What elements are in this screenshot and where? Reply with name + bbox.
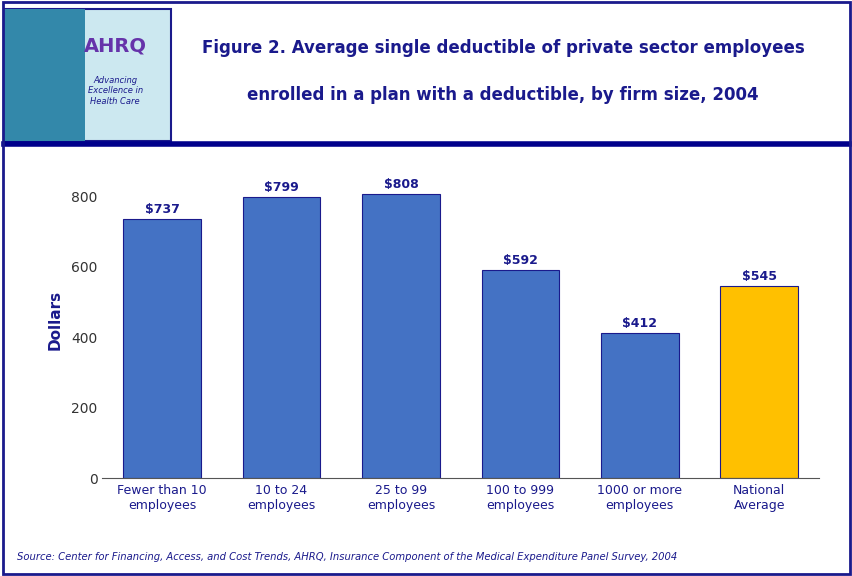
Bar bbox=[123, 219, 201, 478]
Text: Figure 2. Average single deductible of private sector employees: Figure 2. Average single deductible of p… bbox=[202, 39, 803, 58]
Text: Source: Center for Financing, Access, and Cost Trends, AHRQ, Insurance Component: Source: Center for Financing, Access, an… bbox=[17, 552, 676, 562]
Text: $592: $592 bbox=[503, 254, 537, 267]
Text: $799: $799 bbox=[264, 181, 298, 194]
Bar bbox=[361, 194, 440, 478]
Text: $808: $808 bbox=[383, 178, 417, 191]
Text: enrolled in a plan with a deductible, by firm size, 2004: enrolled in a plan with a deductible, by… bbox=[247, 86, 758, 104]
Bar bbox=[600, 333, 678, 478]
Text: $737: $737 bbox=[145, 203, 179, 216]
Text: Advancing
Excellence in
Health Care: Advancing Excellence in Health Care bbox=[88, 76, 142, 105]
Text: $412: $412 bbox=[621, 317, 657, 330]
Bar bbox=[481, 270, 558, 478]
Text: $545: $545 bbox=[740, 270, 776, 283]
Text: AHRQ: AHRQ bbox=[83, 36, 147, 55]
Y-axis label: Dollars: Dollars bbox=[48, 290, 63, 350]
Bar bbox=[719, 286, 797, 478]
Bar bbox=[242, 197, 320, 478]
